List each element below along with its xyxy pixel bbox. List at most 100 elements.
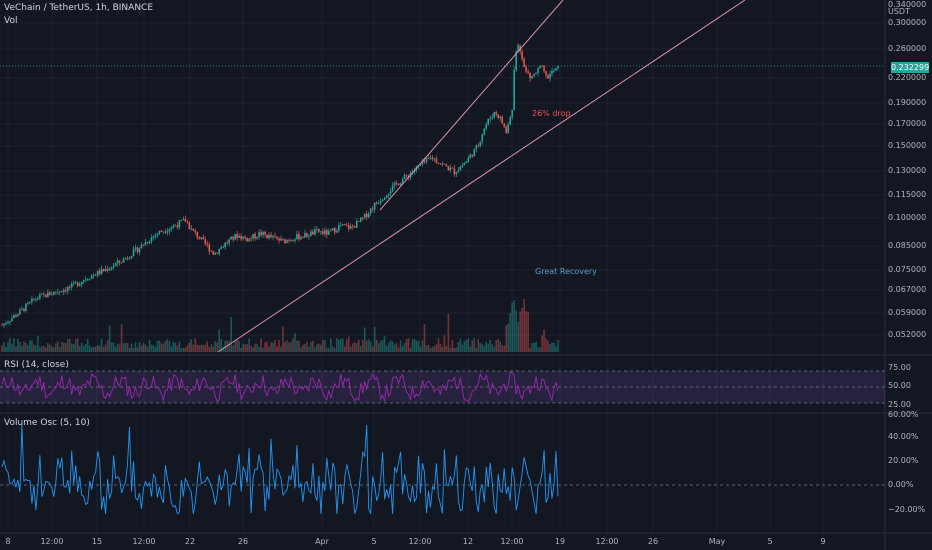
volume-bar	[154, 346, 157, 352]
candle-body	[425, 158, 428, 162]
time-tick-label: 8	[5, 537, 11, 546]
candle-body	[334, 228, 336, 233]
candle-body	[278, 238, 280, 241]
currency-label: USDT	[888, 7, 910, 16]
volume-bar	[499, 341, 502, 352]
upper-trendline	[379, 0, 564, 211]
volume-bar	[302, 344, 304, 352]
volume-bar	[292, 338, 294, 352]
time-tick-label: 12	[462, 537, 474, 546]
candle-body	[413, 170, 416, 173]
candle-body	[138, 248, 141, 253]
time-tick-label: 5	[371, 537, 377, 546]
candle-body	[158, 230, 161, 234]
rsi-title: RSI (14, close)	[4, 360, 69, 370]
volume-bar	[290, 341, 292, 352]
volume-bar	[557, 340, 559, 352]
volume-bar	[17, 338, 19, 352]
candle-body	[136, 247, 139, 253]
candle-body	[23, 308, 25, 311]
candle-body	[553, 70, 555, 72]
price-tick-label: 0.067000	[888, 285, 927, 294]
candle-body	[513, 70, 515, 110]
volume-bar	[82, 345, 85, 352]
candle-body	[11, 318, 13, 322]
candle-body	[49, 292, 51, 296]
candle-body	[465, 161, 468, 164]
rsi-line	[1, 371, 559, 403]
candle-body	[17, 314, 19, 317]
price-tick-label: 0.075000	[888, 265, 927, 274]
volume-bar	[501, 345, 504, 352]
candle-body	[62, 290, 65, 292]
volume-bar	[310, 341, 312, 352]
candle-body	[64, 290, 67, 292]
candle-body	[246, 237, 248, 242]
volume-bar	[421, 340, 424, 352]
volume-bar	[355, 343, 358, 352]
volume-bar	[405, 338, 408, 352]
candle-body	[184, 219, 187, 222]
volume-bar	[523, 298, 525, 352]
candle-body	[128, 258, 131, 259]
volume-bar	[37, 335, 39, 352]
candle-body	[132, 249, 135, 256]
price-tick-label: 0.100000	[888, 213, 927, 222]
candle-body	[130, 255, 133, 259]
volume-bar	[324, 339, 326, 352]
candle-body	[112, 265, 115, 268]
candle-body	[96, 270, 99, 276]
time-tick-label: 12:00	[408, 537, 432, 546]
candle-body	[483, 128, 486, 135]
candle-body	[37, 298, 39, 300]
price-tick-label: 0.220000	[888, 73, 927, 82]
candle-body	[224, 242, 226, 248]
candle-body	[353, 226, 356, 228]
candle-body	[294, 239, 296, 241]
volume-bar	[162, 343, 165, 352]
volume-bar	[232, 345, 234, 352]
candle-body	[529, 72, 531, 79]
volume-bar	[431, 346, 434, 352]
candle-body	[94, 274, 97, 276]
volume-bar	[521, 308, 523, 352]
volume-bar	[332, 346, 334, 352]
candle-body	[322, 231, 324, 234]
volume-bar	[537, 347, 539, 352]
volume-bar	[353, 342, 356, 352]
candle-body	[198, 237, 201, 239]
volume-bar	[174, 342, 177, 352]
candle-body	[178, 220, 181, 228]
volume-bar	[519, 311, 521, 352]
volume-bar	[507, 323, 509, 352]
candle-body	[51, 294, 53, 296]
candle-body	[232, 236, 234, 240]
volume-bar	[282, 326, 284, 352]
candle-body	[365, 213, 368, 218]
volume-bar	[335, 338, 338, 352]
candle-body	[449, 167, 452, 171]
volume-bar	[349, 346, 352, 352]
volume-bar	[256, 343, 258, 352]
candle-body	[505, 126, 507, 133]
candle-body	[210, 251, 213, 252]
candle-body	[182, 219, 185, 221]
volume-bar	[198, 344, 201, 352]
volume-bar	[403, 343, 406, 352]
volume-bar	[21, 345, 23, 352]
candle-body	[395, 182, 398, 184]
volume-bar	[72, 344, 75, 352]
candle-body	[150, 237, 153, 242]
candle-body	[1, 325, 3, 326]
candle-body	[339, 225, 342, 227]
candle-body	[240, 235, 242, 240]
candle-body	[330, 230, 332, 232]
volume-bar	[326, 347, 328, 352]
candle-body	[517, 45, 519, 52]
candle-body	[435, 158, 438, 163]
candle-body	[481, 134, 484, 142]
volume-bar	[437, 338, 440, 352]
volume-bar	[525, 311, 527, 352]
rsi-tick-label: 75.00	[888, 363, 911, 372]
